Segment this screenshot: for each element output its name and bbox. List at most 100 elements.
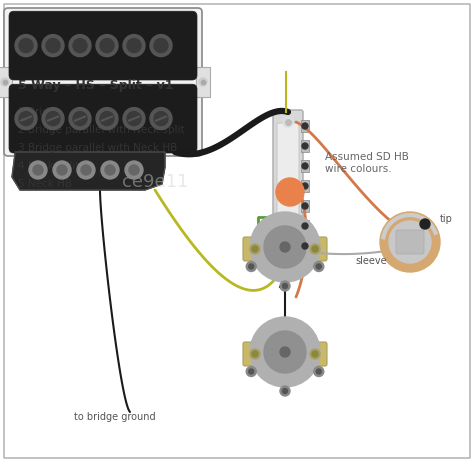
Circle shape	[302, 243, 308, 249]
Circle shape	[310, 244, 320, 254]
Bar	[301, 160, 309, 172]
Circle shape	[42, 108, 64, 130]
Circle shape	[252, 351, 258, 357]
Circle shape	[264, 226, 306, 268]
Text: ce9e11: ce9e11	[122, 173, 188, 191]
Circle shape	[420, 219, 430, 229]
Circle shape	[154, 39, 168, 53]
Circle shape	[250, 212, 320, 282]
Circle shape	[249, 264, 254, 269]
Circle shape	[15, 108, 37, 130]
Text: Assumed SD HB
wire colours.: Assumed SD HB wire colours.	[325, 152, 409, 174]
Circle shape	[252, 246, 258, 252]
Circle shape	[280, 386, 290, 396]
Circle shape	[312, 351, 318, 357]
Circle shape	[302, 183, 308, 189]
Circle shape	[154, 112, 168, 126]
Bar	[301, 120, 309, 132]
FancyBboxPatch shape	[243, 237, 327, 261]
Circle shape	[127, 112, 141, 126]
Text: 4 Neck split: 4 Neck split	[18, 161, 79, 171]
Circle shape	[280, 281, 290, 291]
FancyBboxPatch shape	[4, 8, 202, 156]
Text: 2 Bridge parallel with Neck split: 2 Bridge parallel with Neck split	[18, 125, 185, 135]
Circle shape	[276, 178, 304, 206]
Polygon shape	[12, 152, 165, 190]
Circle shape	[100, 112, 114, 126]
Bar	[301, 220, 309, 232]
Circle shape	[81, 165, 91, 175]
Circle shape	[33, 165, 43, 175]
Circle shape	[280, 347, 290, 357]
Circle shape	[302, 143, 308, 149]
FancyBboxPatch shape	[277, 123, 299, 261]
Circle shape	[264, 331, 306, 373]
FancyBboxPatch shape	[9, 11, 197, 80]
Circle shape	[57, 165, 67, 175]
Circle shape	[246, 261, 256, 272]
Circle shape	[283, 389, 288, 394]
Circle shape	[96, 35, 118, 57]
Circle shape	[302, 123, 308, 129]
Circle shape	[316, 264, 321, 269]
Circle shape	[283, 284, 288, 288]
Circle shape	[150, 35, 172, 57]
Text: 5 Neck HB: 5 Neck HB	[18, 179, 72, 189]
Circle shape	[302, 203, 308, 209]
Text: sleeve: sleeve	[355, 256, 387, 266]
Text: to bridge ground: to bridge ground	[74, 412, 156, 422]
Bar	[301, 180, 309, 192]
Circle shape	[199, 78, 207, 86]
Circle shape	[123, 108, 145, 130]
Circle shape	[77, 161, 95, 179]
Circle shape	[310, 349, 320, 359]
Bar	[0, 67, 12, 97]
Circle shape	[250, 244, 260, 254]
Circle shape	[69, 35, 91, 57]
Circle shape	[125, 161, 143, 179]
Circle shape	[314, 261, 324, 272]
Circle shape	[42, 35, 64, 57]
Bar	[301, 140, 309, 152]
Circle shape	[105, 165, 115, 175]
Circle shape	[53, 161, 71, 179]
Circle shape	[46, 39, 60, 53]
Circle shape	[283, 117, 293, 127]
Circle shape	[249, 369, 254, 374]
Circle shape	[15, 35, 37, 57]
Circle shape	[123, 35, 145, 57]
Text: 5 Way – HS – Split – v1: 5 Way – HS – Split – v1	[18, 79, 173, 92]
Bar	[196, 67, 210, 97]
Circle shape	[100, 39, 114, 53]
Text: 3 Bridge parallel with Neck HB: 3 Bridge parallel with Neck HB	[18, 143, 177, 153]
Circle shape	[150, 108, 172, 130]
Circle shape	[29, 161, 47, 179]
Circle shape	[280, 242, 290, 252]
Circle shape	[312, 246, 318, 252]
Circle shape	[69, 108, 91, 130]
Text: 1 Bridge: 1 Bridge	[18, 107, 62, 117]
Text: tip: tip	[440, 214, 453, 224]
Circle shape	[19, 112, 33, 126]
Circle shape	[129, 165, 139, 175]
FancyBboxPatch shape	[396, 230, 424, 254]
Circle shape	[250, 317, 320, 387]
Bar	[301, 200, 309, 212]
Circle shape	[316, 369, 321, 374]
FancyBboxPatch shape	[243, 342, 327, 366]
Circle shape	[302, 163, 308, 169]
Circle shape	[389, 221, 431, 263]
Circle shape	[73, 112, 87, 126]
Bar	[301, 240, 309, 252]
FancyBboxPatch shape	[9, 84, 197, 153]
Circle shape	[127, 39, 141, 53]
Circle shape	[250, 349, 260, 359]
Circle shape	[314, 366, 324, 377]
Circle shape	[380, 212, 440, 272]
Circle shape	[96, 108, 118, 130]
Circle shape	[1, 78, 9, 86]
Circle shape	[46, 112, 60, 126]
FancyBboxPatch shape	[273, 110, 303, 274]
Circle shape	[246, 366, 256, 377]
Circle shape	[101, 161, 119, 179]
